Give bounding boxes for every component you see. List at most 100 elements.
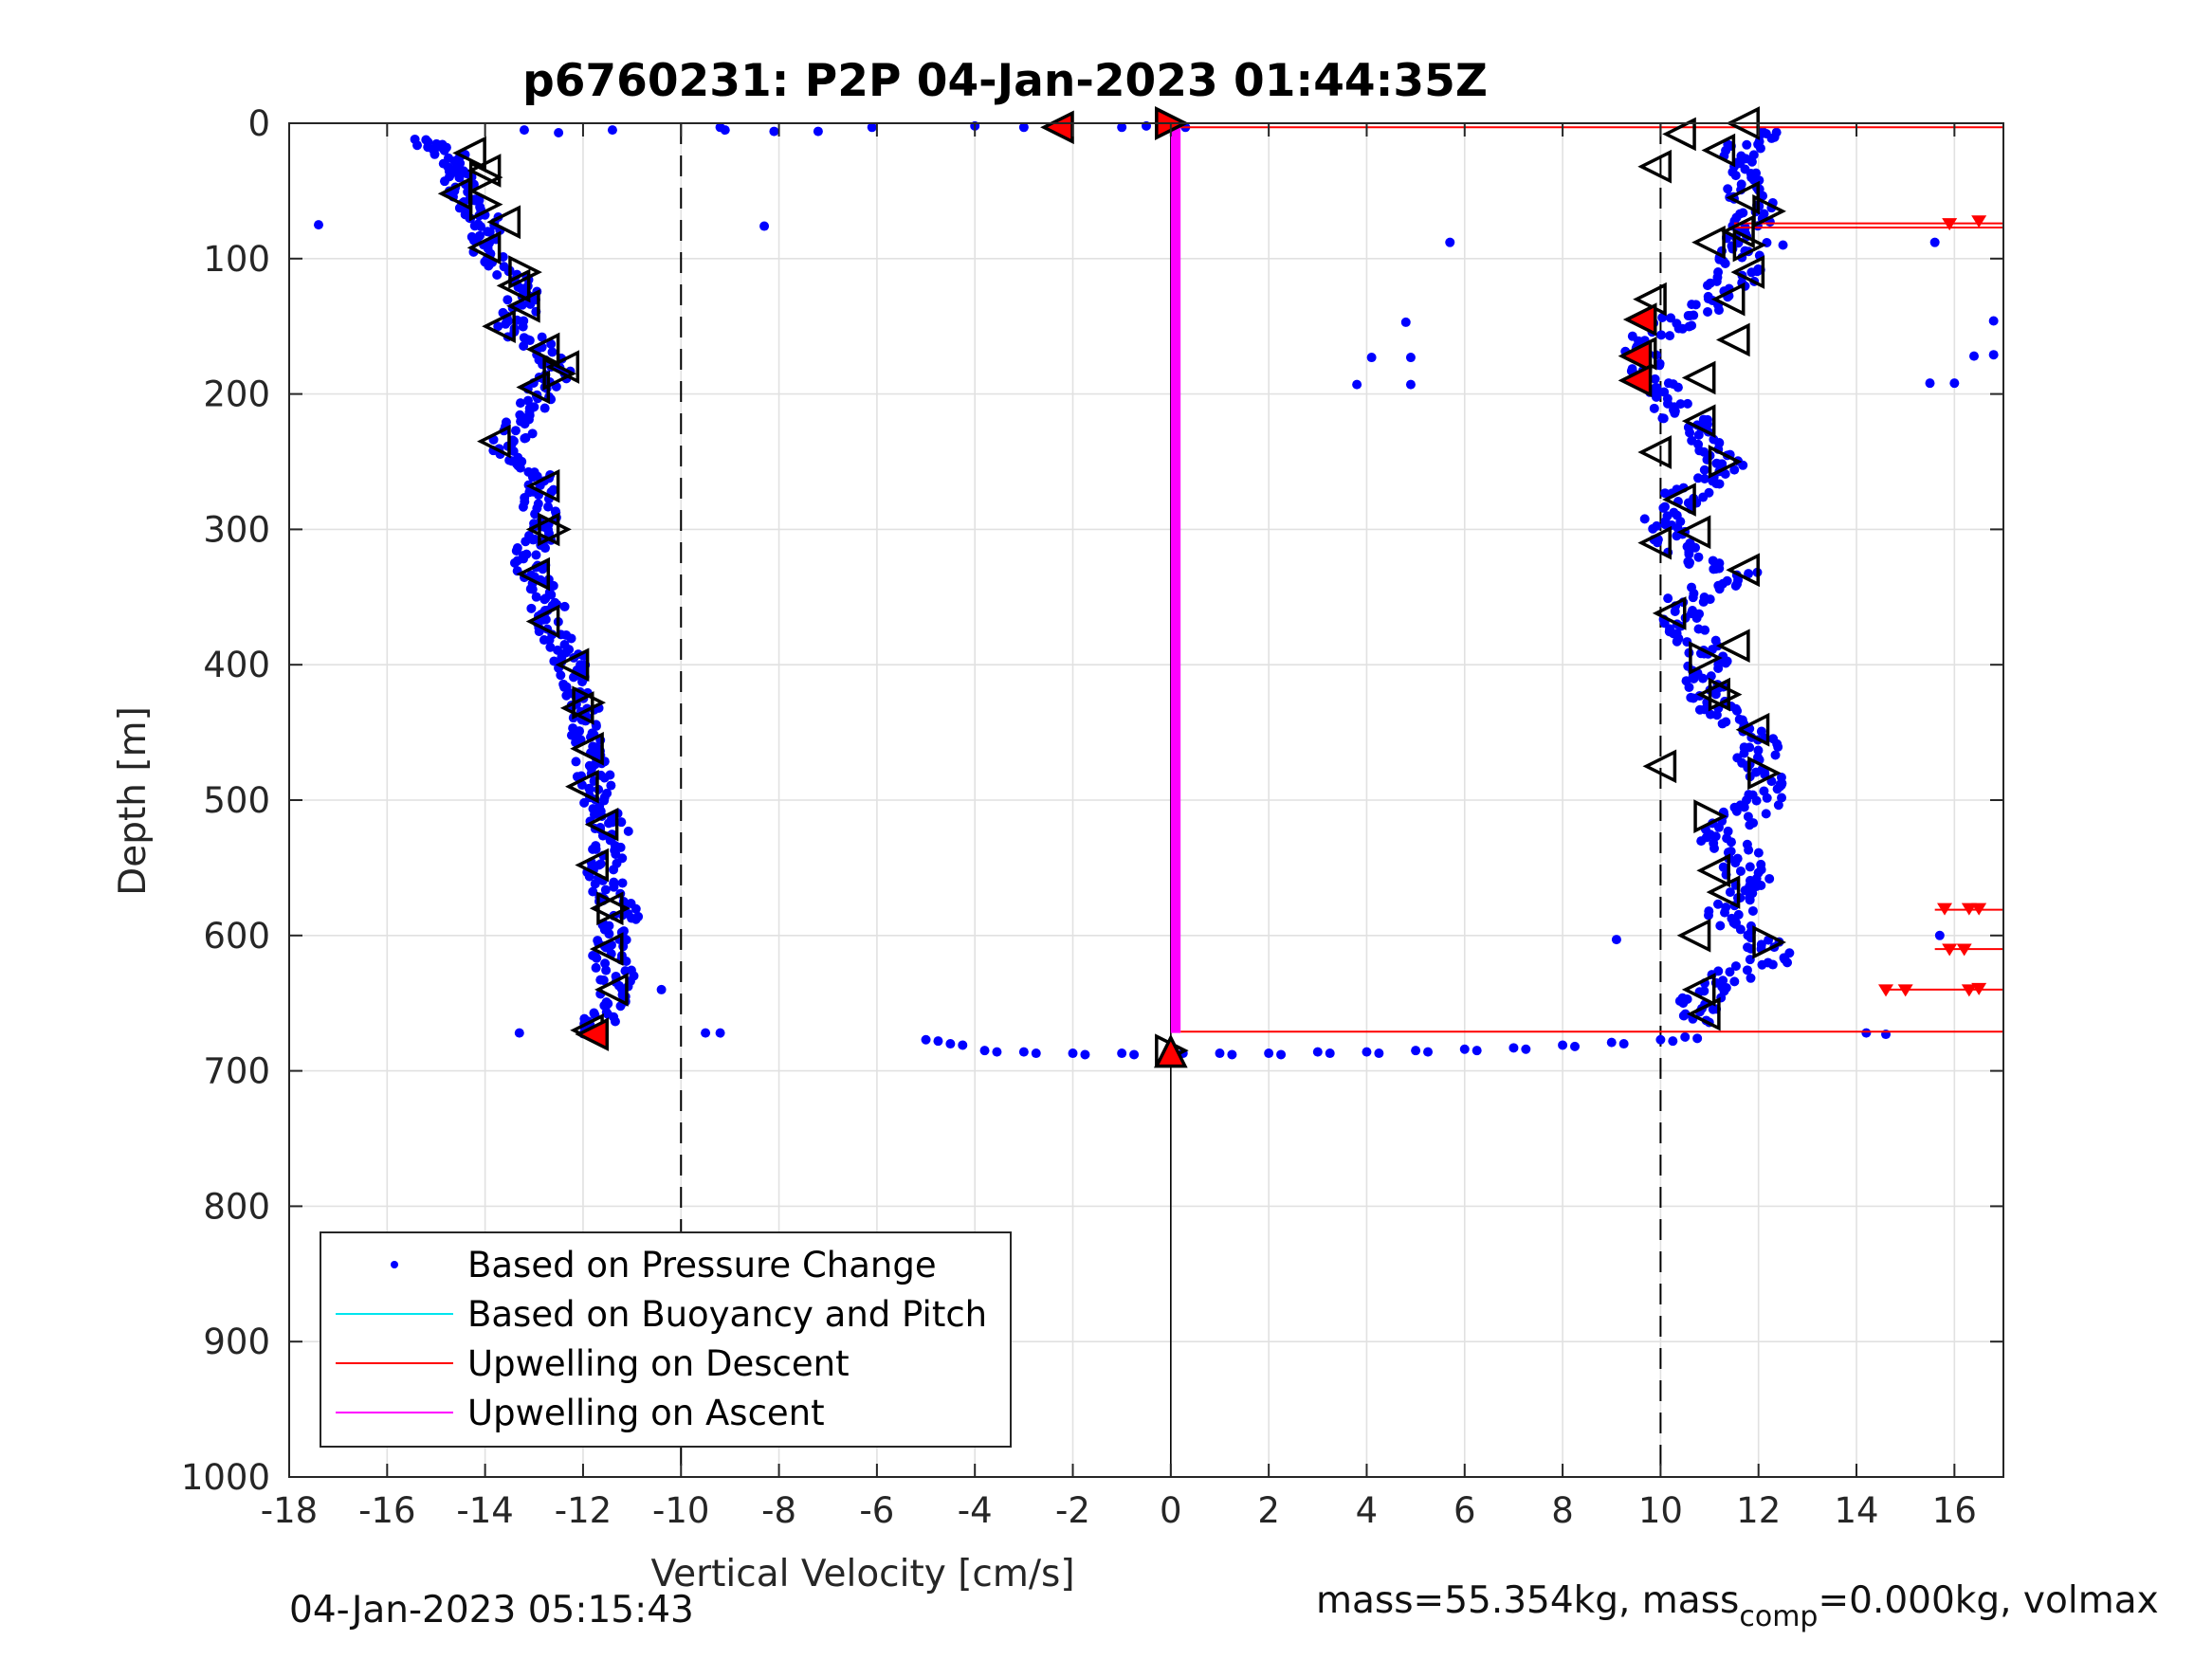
y-axis-label: Depth [m]	[112, 706, 155, 896]
pressure-point	[547, 347, 558, 357]
pressure-point	[604, 818, 614, 829]
pressure-point	[539, 403, 550, 413]
left-triangle-marker	[477, 424, 511, 459]
pressure-point	[1761, 809, 1771, 819]
upwelling-descent-marker	[1961, 984, 1977, 997]
left-triangle-marker	[1726, 553, 1760, 588]
pressure-point	[1745, 820, 1755, 830]
upwelling-descent-marker	[1961, 902, 1977, 916]
pressure-point	[1678, 1011, 1689, 1021]
pressure-point	[532, 471, 542, 482]
x-tick-label: -2	[1055, 1490, 1090, 1531]
pressure-point	[1673, 323, 1684, 334]
right-triangle-marker	[1747, 756, 1782, 791]
pressure-point	[313, 220, 323, 230]
left-triangle-marker	[594, 973, 629, 1007]
x-tick-label: -12	[555, 1490, 612, 1531]
pressure-point	[1570, 1041, 1580, 1051]
pressure-point	[1672, 636, 1682, 647]
pressure-point	[1751, 795, 1762, 806]
pressure-point	[1698, 596, 1709, 607]
pressure-point	[1929, 237, 1940, 247]
pressure-point	[540, 593, 551, 604]
left-triangle-marker	[1706, 875, 1741, 909]
pressure-point	[1691, 612, 1702, 623]
left-triangle-marker	[525, 468, 560, 503]
pressure-point	[1693, 473, 1704, 483]
pressure-point	[412, 140, 423, 151]
pressure-point	[715, 1028, 725, 1038]
left-triangle-marker	[1676, 918, 1711, 953]
pressure-point	[591, 844, 601, 854]
pressure-point	[1713, 305, 1724, 316]
pressure-point	[1733, 909, 1744, 920]
pressure-point	[1988, 316, 1999, 326]
pressure-point	[590, 879, 600, 889]
x-tick-label: 10	[1638, 1490, 1683, 1531]
x-tick-label: -6	[859, 1490, 894, 1531]
pressure-point	[1660, 488, 1671, 499]
pressure-point	[1925, 378, 1935, 389]
pressure-point	[1766, 133, 1777, 143]
pressure-point	[520, 419, 530, 429]
pressure-point	[992, 1047, 1002, 1057]
pressure-point	[1725, 887, 1735, 898]
legend-label: Upwelling on Descent	[467, 1343, 850, 1384]
left-triangle-marker	[516, 556, 551, 592]
pressure-point	[492, 270, 503, 281]
upwelling-descent-marker	[1942, 943, 1958, 957]
y-tick-label: 900	[203, 1322, 270, 1362]
y-tick-label: 600	[203, 916, 270, 957]
upwelling-descent-marker	[1942, 218, 1958, 231]
pressure-point	[1697, 673, 1708, 684]
upwelling-descent-marker	[1878, 984, 1894, 997]
pressure-point	[1558, 1040, 1568, 1050]
pressure-point	[601, 965, 612, 975]
pressure-point	[1730, 961, 1741, 972]
pressure-point	[519, 340, 529, 351]
pressure-point	[1988, 350, 1999, 360]
y-tick-label: 0	[247, 103, 270, 144]
pressure-point	[1691, 300, 1701, 310]
pressure-point	[1742, 139, 1752, 150]
pressure-point	[1713, 664, 1724, 674]
pressure-point	[1405, 353, 1416, 363]
pressure-point	[1710, 689, 1721, 700]
left-triangle-marker	[496, 268, 531, 303]
pressure-point	[1521, 1044, 1531, 1054]
pressure-point	[1264, 1048, 1274, 1059]
x-tick-label: 14	[1834, 1490, 1878, 1531]
pressure-point	[521, 537, 531, 547]
pressure-point	[1670, 606, 1680, 616]
legend-label: Upwelling on Ascent	[467, 1393, 825, 1433]
pressure-point	[1764, 873, 1775, 884]
pressure-point	[520, 433, 530, 444]
pressure-point	[616, 817, 627, 828]
pressure-point	[501, 319, 511, 329]
pressure-point	[1778, 240, 1788, 250]
y-tick-label: 800	[203, 1186, 270, 1227]
left-triangle-marker	[1681, 404, 1716, 438]
pressure-point	[1693, 624, 1704, 634]
left-triangle-marker	[1652, 596, 1687, 630]
pressure-point	[610, 1016, 620, 1027]
pressure-point	[430, 149, 440, 159]
pressure-point	[540, 614, 551, 625]
pressure-point	[631, 903, 641, 914]
pressure-point	[546, 338, 557, 349]
pressure-point	[1706, 709, 1716, 720]
pressure-point	[591, 962, 601, 973]
right-triangle-marker	[468, 187, 503, 222]
pressure-point	[1730, 581, 1741, 592]
pressure-point	[1745, 862, 1755, 872]
pressure-point	[1685, 428, 1695, 438]
pressure-point	[1762, 793, 1772, 803]
right-triangle-marker	[542, 356, 577, 392]
pressure-point	[627, 913, 637, 923]
pressure-point	[979, 1046, 990, 1056]
pressure-point	[600, 958, 611, 969]
pressure-point	[515, 463, 525, 473]
left-triangle-marker	[584, 807, 619, 842]
pressure-point	[1325, 1048, 1335, 1059]
